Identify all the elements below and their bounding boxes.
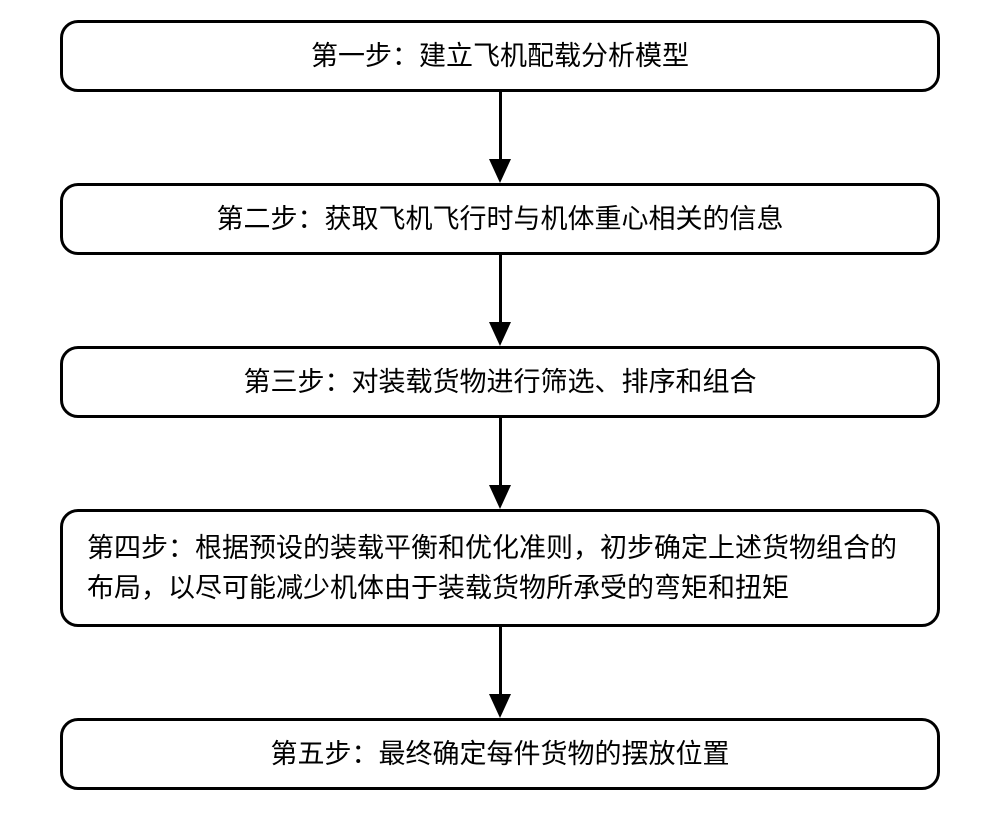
flowchart-arrow-head [489,322,511,346]
flowchart-arrow-head [489,159,511,183]
flowchart-arrow-line [499,92,502,159]
flowchart-node-label: 第一步：建立飞机配载分析模型 [87,36,913,77]
flowchart-node-step5: 第五步：最终确定每件货物的摆放位置 [60,718,940,790]
flowchart-node-label: 第二步：获取飞机飞行时与机体重心相关的信息 [87,199,913,240]
flowchart-node-label: 第五步：最终确定每件货物的摆放位置 [87,734,913,775]
flowchart-node-label: 第四步：根据预设的装载平衡和优化准则，初步确定上述货物组合的布局，以尽可能减少机… [87,528,913,609]
flowchart-node-step4: 第四步：根据预设的装载平衡和优化准则，初步确定上述货物组合的布局，以尽可能减少机… [60,509,940,627]
flowchart-node-step2: 第二步：获取飞机飞行时与机体重心相关的信息 [60,183,940,255]
flowchart-node-label: 第三步：对装载货物进行筛选、排序和组合 [87,362,913,403]
flowchart-node-step1: 第一步：建立飞机配载分析模型 [60,20,940,92]
flowchart-arrow-head [489,485,511,509]
flowchart-node-step3: 第三步：对装载货物进行筛选、排序和组合 [60,346,940,418]
flowchart-arrow-line [499,627,502,694]
flowchart-canvas: 第一步：建立飞机配载分析模型第二步：获取飞机飞行时与机体重心相关的信息第三步：对… [0,0,1000,833]
flowchart-arrow-line [499,255,502,322]
flowchart-arrow-line [499,418,502,485]
flowchart-arrow-head [489,694,511,718]
